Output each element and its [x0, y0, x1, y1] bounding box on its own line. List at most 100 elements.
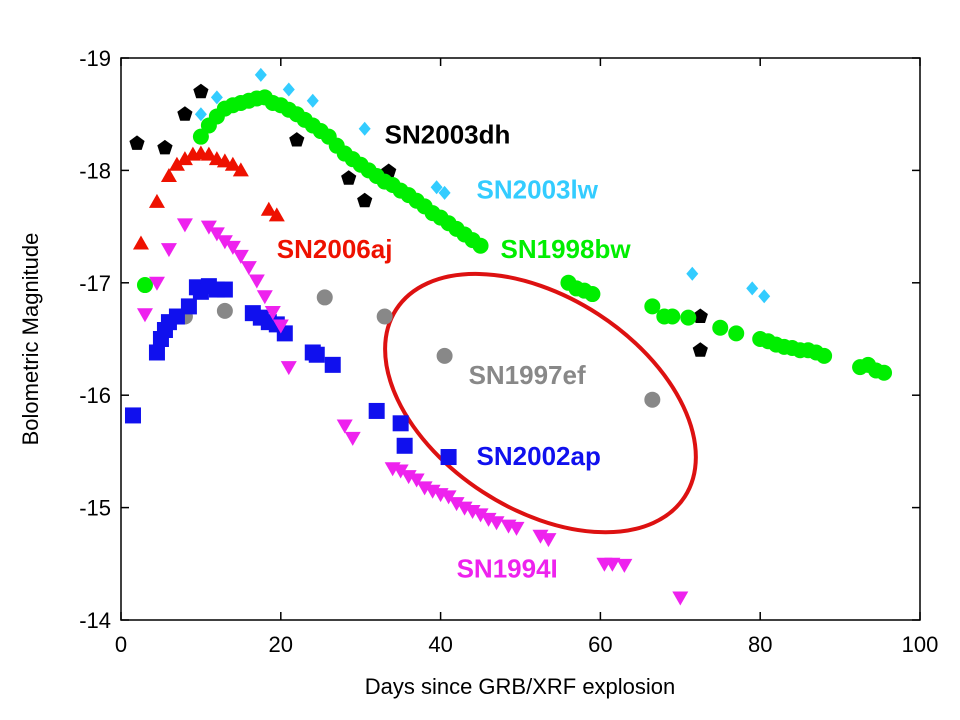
sn2002ap-point: [308, 346, 325, 363]
sn2003lw-point: [430, 180, 443, 195]
sn2003dh-series: [129, 83, 708, 357]
sn1997ef-point: [376, 308, 393, 325]
x-tick-label: 40: [428, 632, 452, 657]
x-tick-label: 60: [588, 632, 612, 657]
sn2002ap-point: [440, 449, 457, 466]
sn2002ap-point: [180, 298, 197, 315]
sn1997ef-point: [436, 347, 453, 364]
sn1998bw-series: [136, 89, 893, 381]
sn2003lw-point: [758, 289, 771, 304]
sn2006aj-point: [268, 207, 285, 222]
sn2003lw-point: [438, 185, 451, 200]
sn1994i-point: [604, 557, 621, 572]
sn2003lw-point: [686, 266, 699, 281]
sn1994i-point: [248, 274, 265, 289]
sn2006aj-point: [224, 156, 241, 171]
sn1998bw-point: [876, 364, 893, 381]
sn1994i-point: [148, 276, 165, 291]
sn1994i-point: [440, 490, 457, 505]
sn2006aj-point: [260, 201, 277, 216]
sn1994i-point: [232, 249, 249, 264]
sn1994i-point: [408, 473, 425, 488]
x-tick-label: 20: [269, 632, 293, 657]
sn1994i-point: [280, 361, 297, 376]
y-tick-label: -17: [79, 271, 111, 296]
sn1998bw-point: [472, 237, 489, 254]
sn2003lw-point: [194, 107, 207, 122]
sn2003lw-point: [358, 121, 371, 136]
sn1994i-point: [448, 497, 465, 512]
y-tick-label: -14: [79, 608, 111, 633]
sn2003dh-point: [177, 106, 193, 121]
sn1998bw-point: [728, 325, 745, 342]
sn2003lw-point: [282, 82, 295, 97]
sn2003dh-point: [193, 83, 209, 99]
sn1998bw-point: [192, 128, 209, 145]
sn2002ap-point: [392, 415, 409, 432]
sn1994i-point: [472, 508, 489, 523]
sn1994i-point: [160, 243, 177, 258]
sn2003dh-point: [341, 170, 357, 185]
y-tick-label: -16: [79, 383, 111, 408]
label-sn1998bw: SN1998bw: [501, 234, 632, 264]
sn1994i-point: [240, 261, 257, 276]
y-tick-label: -15: [79, 496, 111, 521]
sn2003lw-point: [306, 93, 319, 108]
sn2003lw-series: [194, 67, 771, 304]
sn1998bw-point: [664, 308, 681, 325]
sn1994i-point: [224, 240, 241, 255]
sn2006aj-point: [160, 168, 177, 183]
y-tick-label: -19: [79, 46, 111, 71]
sn1994i-point: [200, 220, 217, 235]
sn2002ap-point: [368, 402, 385, 419]
sn1998bw-point: [136, 277, 153, 294]
sn2002ap-point: [324, 356, 341, 373]
label-sn2003lw: SN2003lw: [477, 175, 599, 205]
sn2006aj-point: [168, 156, 185, 171]
y-tick-label: -18: [79, 158, 111, 183]
sn1994i-point: [672, 591, 689, 606]
x-axis-title: Days since GRB/XRF explosion: [365, 674, 676, 699]
sn2003dh-point: [289, 132, 305, 147]
sn1994i-point: [488, 516, 505, 531]
sn1994i-point: [264, 306, 281, 321]
sn2003dh-point: [357, 192, 373, 208]
sn2002ap-point: [124, 407, 141, 424]
sn2006aj-point: [132, 235, 149, 250]
label-sn2006aj: SN2006aj: [277, 234, 393, 264]
sn2006aj-point: [176, 151, 193, 166]
sn1994i-point: [136, 308, 153, 323]
sn2003dh-point: [157, 139, 173, 155]
sn2006aj-series: [132, 145, 285, 250]
sn1994i-point: [540, 533, 557, 548]
sn1994i-point: [272, 319, 289, 334]
label-sn2002ap: SN2002ap: [477, 441, 601, 471]
sn2003lw-point: [254, 67, 267, 82]
sn1994i-point: [208, 227, 225, 242]
sn2003dh-point: [692, 342, 708, 357]
sn1997ef-point: [316, 289, 333, 306]
label-sn2003dh: SN2003dh: [385, 119, 511, 149]
sn2002ap-point: [148, 344, 165, 361]
sn2003lw-point: [746, 281, 759, 296]
x-tick-label: 0: [115, 632, 127, 657]
sn2003lw-point: [210, 90, 223, 105]
sn2003dh-point: [692, 308, 708, 323]
sn1997ef-point: [644, 391, 661, 408]
sn1994i-point: [256, 290, 273, 305]
sn1998bw-point: [584, 286, 601, 303]
sn1994i-series: [136, 218, 689, 606]
y-axis-title: Bolometric Magnitude: [18, 233, 43, 446]
sn2002ap-point: [216, 281, 233, 298]
sn1994i-point: [216, 235, 233, 250]
sn1994i-point: [392, 464, 409, 479]
plot-frame: [120, 57, 921, 621]
sn1997ef-point: [216, 302, 233, 319]
highlight-ellipse: [383, 271, 698, 535]
sn1994i-point: [616, 558, 633, 573]
sn1998bw-point: [644, 298, 661, 315]
label-sn1994i: SN1994I: [457, 553, 558, 583]
sn2002ap-series: [124, 278, 457, 466]
sn1994i-point: [344, 431, 361, 446]
